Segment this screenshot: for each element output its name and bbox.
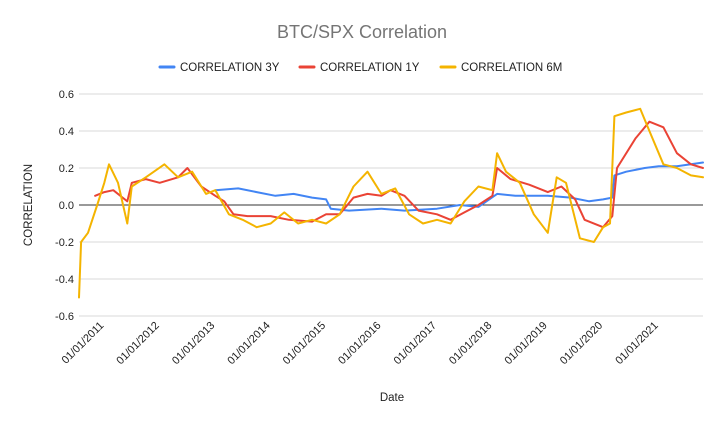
series-line-correlation-6m <box>78 107 704 299</box>
legend-label: CORRELATION 1Y <box>320 62 420 74</box>
chart-title: BTC/SPX Correlation <box>277 22 447 42</box>
y-tick-label: 0.4 <box>59 126 74 138</box>
y-tick-label: 0.0 <box>59 200 74 212</box>
gridlines <box>79 93 703 317</box>
y-tick-label: -0.6 <box>55 311 74 323</box>
y-tick-label: -0.4 <box>55 274 74 286</box>
legend-label: CORRELATION 6M <box>461 62 562 74</box>
x-axis-title: Date <box>380 392 404 404</box>
y-axis-ticks: 0.6 0.4 0.2 0.0 -0.2 -0.4 -0.6 <box>55 89 74 323</box>
legend: CORRELATION 3Y CORRELATION 1Y CORRELATION … <box>158 62 562 74</box>
series-lines <box>78 107 704 299</box>
y-tick-label: -0.2 <box>55 237 74 249</box>
y-axis-title: CORRELATION <box>23 164 35 246</box>
series-line-correlation-3y <box>214 161 704 212</box>
legend-label: CORRELATION 3Y <box>180 62 280 74</box>
y-tick-label: 0.2 <box>59 163 74 175</box>
y-tick-label: 0.6 <box>59 89 74 101</box>
